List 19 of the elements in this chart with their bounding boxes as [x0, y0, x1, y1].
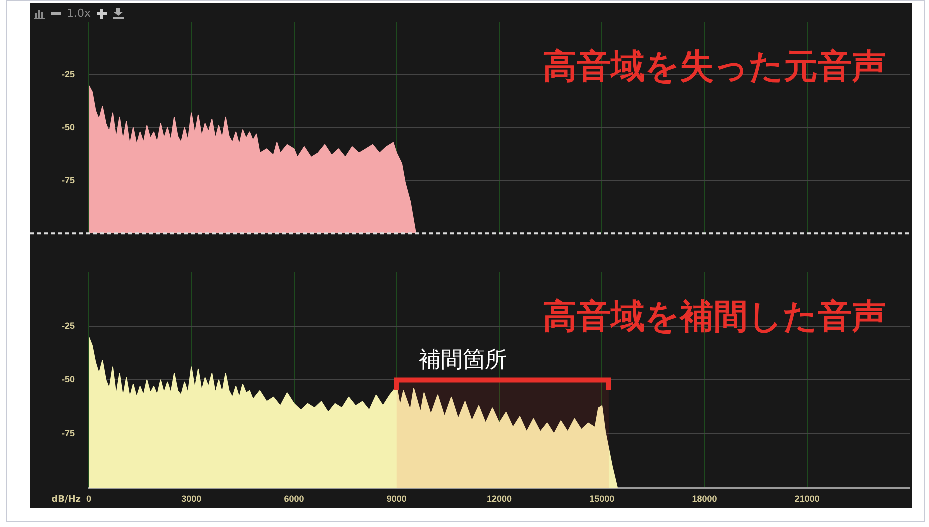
text: 高音域を失った元音声 [543, 47, 886, 88]
x-tick-label: 18000 [692, 494, 718, 504]
x-tick-label: 3000 [182, 494, 202, 504]
text: 1.0x [67, 7, 92, 20]
y-tick-label: -50 [62, 374, 75, 385]
x-tick-label: 9000 [386, 494, 407, 504]
y-tick-label: -75 [62, 428, 75, 439]
x-tick-label: 0 [86, 494, 92, 504]
y-tick-label: -75 [62, 175, 75, 186]
y-tick-label: -25 [62, 320, 75, 331]
band-label: 補間箇所 [418, 348, 507, 373]
x-tick-label: 12000 [486, 494, 512, 504]
y-tick-label: -50 [62, 122, 75, 132]
text: 高音域を補間した音声 [543, 297, 886, 338]
y-axis-title: dB/Hz [52, 494, 81, 505]
x-tick-label: 6000 [284, 494, 304, 504]
y-tick-label: -25 [62, 70, 75, 80]
x-tick-label: 15000 [590, 494, 615, 504]
x-tick-label: 21000 [794, 494, 820, 504]
